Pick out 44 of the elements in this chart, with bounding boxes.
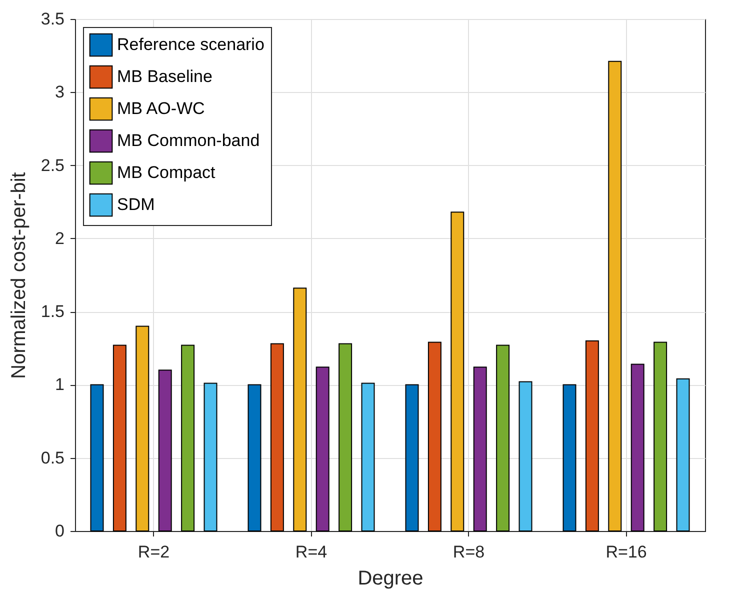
bar (630, 364, 644, 532)
x-tick-label: R=8 (452, 542, 485, 562)
bar (496, 344, 510, 532)
y-tick-label: 0.5 (40, 448, 64, 468)
legend-label: MB Common-band (117, 131, 260, 150)
bar (473, 366, 487, 532)
bar (608, 60, 622, 532)
x-tick-label: R=2 (138, 542, 170, 562)
y-tick-label: 2 (55, 228, 64, 248)
bar (518, 381, 532, 532)
bar (316, 366, 330, 532)
bar (654, 342, 668, 532)
legend-label: MB AO-WC (117, 99, 205, 118)
bar (361, 382, 375, 532)
bar (181, 344, 195, 532)
bar (405, 384, 419, 532)
legend-label: SDM (117, 195, 155, 214)
bar (450, 212, 464, 532)
bar (585, 340, 599, 532)
y-tick-label: 3 (55, 82, 64, 102)
bar (112, 344, 126, 532)
y-tick-label: 1.5 (40, 302, 64, 322)
y-tick-label: 3.5 (40, 10, 64, 28)
y-axis-title: Normalized cost-per-bit (8, 172, 30, 379)
legend-label: MB Compact (117, 163, 216, 182)
bar (338, 343, 352, 532)
legend-label: Reference scenario (117, 35, 264, 54)
x-tick-label: R=16 (606, 542, 647, 562)
bar (562, 384, 576, 532)
x-tick-label: R=4 (295, 542, 328, 562)
bar (136, 326, 150, 532)
bar (676, 378, 690, 532)
bar (270, 343, 284, 532)
x-axis-title: Degree (358, 568, 424, 590)
bar (158, 370, 172, 532)
y-tick-label: 2.5 (40, 156, 64, 175)
bar (248, 384, 262, 532)
bar (204, 382, 218, 532)
y-tick-label: 1 (55, 375, 64, 394)
legend-label: MB Baseline (117, 67, 212, 86)
y-tick-label: 0 (55, 522, 64, 540)
bar (293, 288, 307, 532)
bar (428, 342, 442, 532)
bar (90, 384, 104, 532)
